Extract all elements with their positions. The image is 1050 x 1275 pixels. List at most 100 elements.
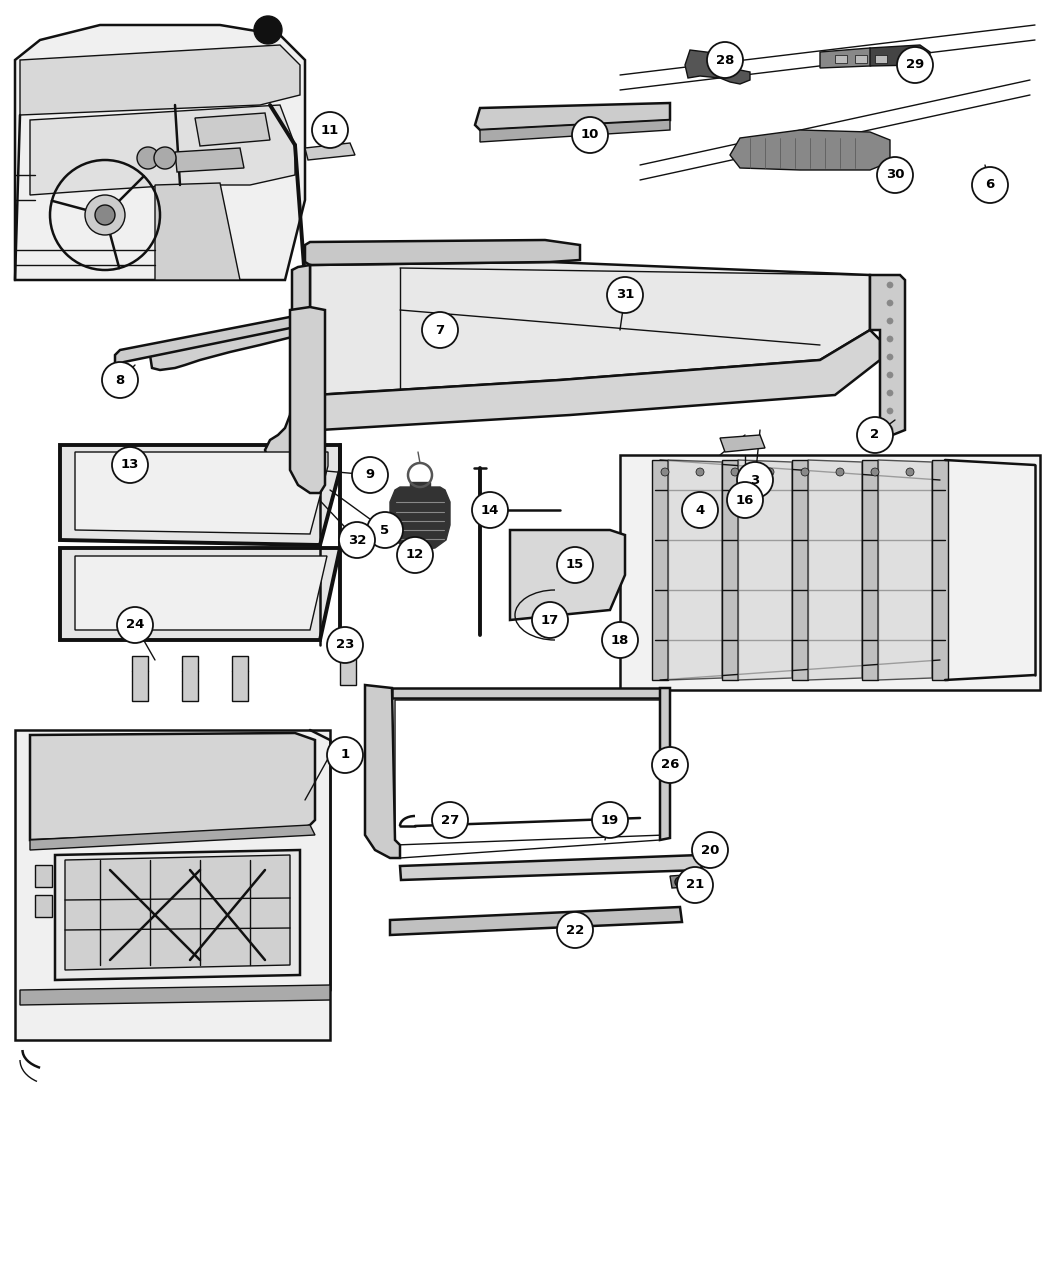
Text: 7: 7 [436, 324, 444, 337]
Polygon shape [30, 105, 295, 195]
Circle shape [94, 205, 116, 224]
Circle shape [532, 602, 568, 638]
Polygon shape [875, 55, 887, 62]
Polygon shape [55, 850, 300, 980]
Polygon shape [390, 487, 450, 550]
Text: 17: 17 [541, 613, 559, 626]
Circle shape [102, 362, 138, 398]
Text: 26: 26 [660, 759, 679, 771]
Polygon shape [660, 688, 670, 840]
Circle shape [85, 195, 125, 235]
Polygon shape [30, 733, 315, 840]
Polygon shape [820, 48, 880, 68]
Circle shape [731, 468, 739, 476]
Polygon shape [855, 55, 867, 62]
Polygon shape [304, 143, 355, 159]
Text: 15: 15 [566, 558, 584, 571]
Text: 22: 22 [566, 923, 584, 937]
Polygon shape [232, 657, 248, 701]
Circle shape [836, 468, 844, 476]
Polygon shape [720, 435, 765, 453]
Text: 12: 12 [406, 548, 424, 561]
Polygon shape [410, 482, 430, 490]
Circle shape [432, 802, 468, 838]
Polygon shape [20, 986, 330, 1005]
Text: 9: 9 [365, 468, 375, 482]
Text: 31: 31 [615, 288, 634, 301]
Circle shape [887, 354, 892, 360]
Circle shape [857, 417, 892, 453]
Polygon shape [30, 825, 315, 850]
Text: 28: 28 [716, 54, 734, 66]
Circle shape [887, 426, 892, 432]
Circle shape [112, 448, 148, 483]
Circle shape [592, 802, 628, 838]
Circle shape [682, 492, 718, 528]
Text: 4: 4 [695, 504, 705, 516]
Text: 19: 19 [601, 813, 619, 826]
Circle shape [766, 468, 774, 476]
Circle shape [397, 537, 433, 572]
Text: 29: 29 [906, 59, 924, 71]
Polygon shape [60, 548, 340, 640]
Circle shape [872, 468, 879, 476]
Circle shape [887, 372, 892, 377]
Text: 1: 1 [340, 748, 350, 761]
Polygon shape [182, 657, 198, 701]
Circle shape [677, 867, 713, 903]
Circle shape [312, 112, 348, 148]
Polygon shape [150, 315, 315, 370]
Text: 24: 24 [126, 618, 144, 631]
Circle shape [154, 147, 176, 170]
Circle shape [877, 157, 914, 193]
Polygon shape [480, 120, 670, 142]
Polygon shape [730, 130, 890, 170]
Polygon shape [304, 240, 580, 265]
Circle shape [556, 912, 593, 949]
Circle shape [572, 117, 608, 153]
Polygon shape [365, 685, 400, 858]
Text: 18: 18 [611, 634, 629, 646]
Polygon shape [75, 453, 328, 534]
Polygon shape [390, 907, 682, 935]
Circle shape [887, 390, 892, 397]
Polygon shape [510, 530, 625, 620]
Polygon shape [870, 275, 905, 440]
Circle shape [897, 47, 933, 83]
Polygon shape [878, 460, 932, 680]
Polygon shape [265, 265, 310, 462]
Polygon shape [60, 445, 340, 544]
Circle shape [652, 747, 688, 783]
Circle shape [972, 167, 1008, 203]
Text: 3: 3 [751, 473, 759, 487]
Circle shape [339, 521, 375, 558]
Text: 6: 6 [985, 179, 994, 191]
Polygon shape [35, 864, 52, 887]
Circle shape [662, 468, 669, 476]
Polygon shape [392, 688, 660, 697]
Polygon shape [792, 460, 809, 680]
Circle shape [422, 312, 458, 348]
Circle shape [737, 462, 773, 499]
Polygon shape [340, 635, 356, 685]
Circle shape [887, 282, 892, 288]
Polygon shape [620, 455, 1040, 690]
Circle shape [327, 627, 363, 663]
Polygon shape [475, 103, 670, 130]
Polygon shape [400, 856, 702, 880]
Polygon shape [835, 55, 847, 62]
Polygon shape [195, 113, 270, 147]
Text: 10: 10 [581, 129, 600, 142]
Polygon shape [132, 657, 148, 701]
Circle shape [254, 17, 282, 45]
Polygon shape [932, 460, 948, 680]
Polygon shape [175, 148, 244, 172]
Text: 21: 21 [686, 878, 705, 891]
Circle shape [707, 42, 743, 78]
Circle shape [136, 147, 159, 170]
Text: 30: 30 [886, 168, 904, 181]
Polygon shape [870, 45, 930, 66]
Polygon shape [808, 460, 862, 680]
Circle shape [117, 607, 153, 643]
Text: 2: 2 [870, 428, 880, 441]
